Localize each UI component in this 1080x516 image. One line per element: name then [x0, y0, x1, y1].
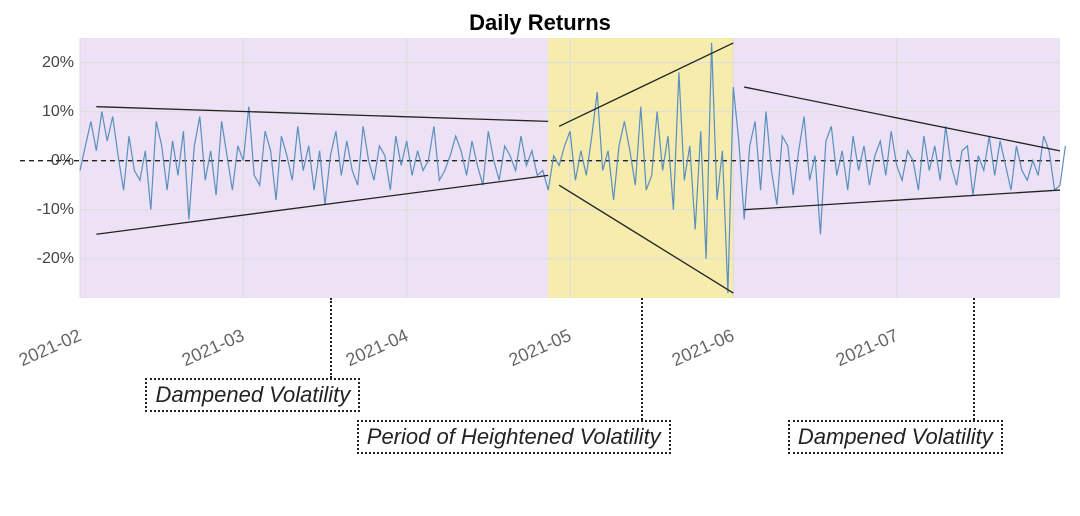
plot-area	[80, 38, 1060, 298]
annotation-label: Dampened Volatility	[145, 378, 360, 412]
annotation-dropline	[641, 298, 643, 420]
y-axis: -20%-10%0%10%20%	[20, 38, 80, 298]
ytick-label: -10%	[37, 201, 80, 219]
annotation-dropline	[973, 298, 975, 420]
chart-title: Daily Returns	[20, 10, 1060, 36]
ytick-label: -20%	[37, 250, 80, 268]
annotation-label: Period of Heightened Volatility	[357, 420, 671, 454]
ytick-label: 10%	[42, 103, 80, 121]
ytick-label: 20%	[42, 54, 80, 72]
annotation-dropline	[330, 298, 332, 378]
xtick-label: 2021-02	[16, 325, 85, 371]
daily-returns-chart: Daily Returns -20%-10%0%10%20% 2021-0220…	[20, 10, 1060, 506]
annotation-layer: Dampened Volatility Period of Heightened …	[80, 305, 1060, 505]
annotation-label: Dampened Volatility	[788, 420, 1003, 454]
plot-svg	[80, 38, 1060, 298]
